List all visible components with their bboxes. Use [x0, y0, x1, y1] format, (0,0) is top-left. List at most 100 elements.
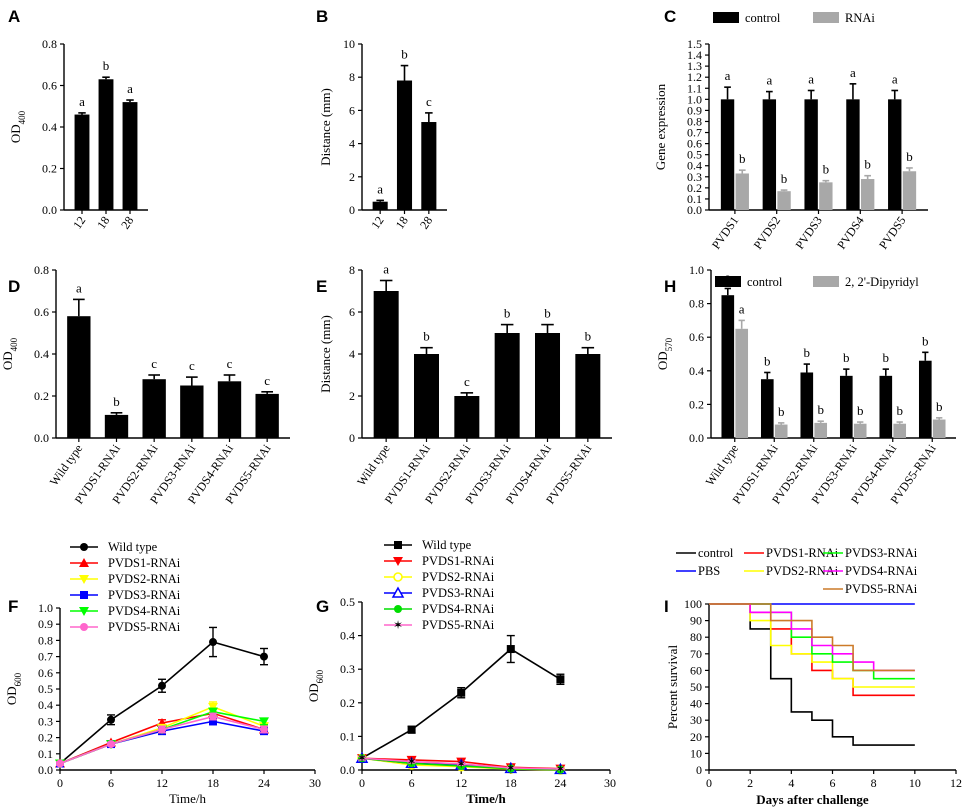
x-tick-label: 12 — [70, 214, 88, 232]
y-tick-label: 0.6 — [42, 79, 57, 93]
y-tick-label: 0.8 — [34, 263, 49, 277]
data-point — [209, 712, 217, 721]
y-tick-label: 0.5 — [38, 682, 53, 696]
legend-swatch — [713, 12, 739, 23]
x-tick-label: Wild type — [354, 442, 393, 489]
x-tick-label: 10 — [909, 776, 921, 790]
series-pvds5-rnai: ✶ ✶ ✶ ✶ ✶ — [357, 751, 565, 776]
y-tick-label: 80 — [690, 630, 702, 644]
legend-label: control — [698, 546, 734, 560]
bar — [918, 360, 932, 438]
series-wild-type — [56, 626, 268, 768]
y-axis-label: OD600 — [4, 672, 23, 705]
significance-letter: b — [906, 149, 913, 164]
bar — [180, 385, 204, 438]
bar — [372, 201, 388, 210]
x-tick-label: 12 — [368, 214, 386, 232]
y-tick-label: 0.9 — [38, 617, 53, 631]
y-tick-label: 70 — [690, 647, 702, 661]
legend-label: PVDS3-RNAi — [422, 586, 495, 600]
data-point: ✶ — [357, 751, 367, 765]
x-tick-label: 30 — [309, 776, 321, 790]
y-axis-label-subscript: 400 — [9, 337, 19, 351]
y-tick-label: 0.8 — [42, 37, 57, 51]
bar — [575, 354, 601, 438]
x-tick-label: 18 — [207, 776, 219, 790]
bar — [879, 375, 893, 438]
significance-letter: b — [585, 329, 592, 344]
y-tick-label: 0.2 — [42, 162, 57, 176]
y-tick-label: 2 — [349, 389, 355, 403]
panel-label: D — [8, 277, 20, 296]
y-tick-label: 60 — [690, 663, 702, 677]
significance-letter: c — [264, 373, 270, 388]
x-tick-label: Wild type — [703, 442, 742, 489]
y-axis-label: Distance (mm) — [318, 315, 333, 393]
bar — [853, 423, 867, 438]
legend-label: PVDS4-RNAi — [422, 602, 495, 616]
legend-label: Wild type — [422, 538, 472, 552]
bar — [421, 122, 437, 210]
x-tick-label: PVDS3 — [792, 214, 825, 252]
y-axis-label-subscript: 600 — [315, 669, 325, 683]
series-pvds5-rnai — [56, 712, 268, 768]
legend-label: PVDS5-RNAi — [845, 582, 918, 596]
significance-letter: a — [766, 73, 772, 88]
y-tick-label: 1.3 — [687, 59, 702, 73]
data-point — [158, 725, 166, 734]
bar — [846, 99, 860, 210]
y-tick-label: 90 — [690, 614, 702, 628]
y-tick-label: 40 — [690, 697, 702, 711]
legend: Wild type PVDS1-RNAi PVDS2-RNAi PVDS3-RNAi P… — [70, 540, 181, 634]
y-tick-label: 0.0 — [38, 763, 53, 777]
bar — [413, 354, 440, 438]
panel-label: F — [8, 597, 18, 616]
series-wild-type — [358, 634, 565, 763]
data-point — [506, 645, 515, 654]
data-point — [393, 572, 403, 582]
legend-label: PVDS2-RNAi — [108, 572, 181, 586]
significance-letter: b — [764, 353, 771, 368]
x-tick-label: 2 — [747, 776, 753, 790]
panel-label: G — [316, 597, 329, 616]
y-tick-label: 0.0 — [340, 763, 355, 777]
bar — [721, 295, 735, 438]
y-axis-label: OD400 — [8, 110, 27, 143]
panel-f: F 0.0 0.1 0.2 0.3 0.4 0.5 0.6 0.7 0.8 0.9 1.0 OD600 0… — [4, 540, 321, 806]
data-point — [259, 717, 269, 727]
x-tick-label: 24 — [554, 776, 566, 790]
y-tick-label: 0.0 — [689, 431, 704, 445]
bar — [720, 99, 735, 210]
bar — [893, 423, 907, 438]
y-axis-label: Distance (mm) — [318, 88, 333, 166]
legend-label: PVDS1-RNAi — [766, 546, 839, 560]
x-tick-label: 12 — [156, 776, 168, 790]
y-tick-label: 10 — [690, 746, 702, 760]
x-tick-label: Wild type — [47, 442, 86, 489]
y-tick-label: 0.3 — [340, 662, 355, 676]
bar — [373, 291, 399, 438]
y-tick-label: 2 — [349, 170, 355, 184]
bar — [104, 414, 129, 438]
x-tick-label: 18 — [94, 214, 112, 232]
bar — [98, 79, 114, 211]
bar — [217, 381, 242, 438]
y-tick-label: 0.3 — [38, 714, 53, 728]
bar — [839, 375, 853, 438]
y-axis-label-subscript: 400 — [17, 110, 27, 124]
y-tick-label: 0.6 — [38, 666, 53, 680]
bar — [932, 419, 946, 438]
x-tick-label: 4 — [788, 776, 794, 790]
data-point — [260, 652, 268, 661]
bar — [819, 182, 833, 210]
x-tick-label: 12 — [455, 776, 467, 790]
panel-a: A 0.0 0.2 0.4 0.6 0.8 OD400 12 a 18 b 28 a — [8, 7, 148, 232]
legend-label: Wild type — [108, 540, 158, 554]
bar — [888, 99, 902, 210]
significance-letter: b — [804, 345, 811, 360]
data-point — [407, 725, 416, 734]
panel-label: C — [664, 7, 676, 26]
data-point: ✶ — [407, 755, 417, 769]
significance-letter: b — [778, 404, 785, 419]
legend-label: PVDS2-RNAi — [766, 564, 839, 578]
